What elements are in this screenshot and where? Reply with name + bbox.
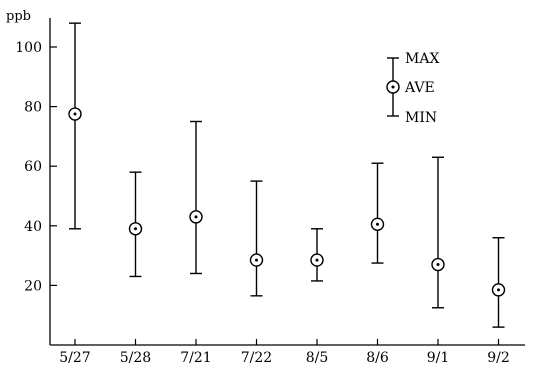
y-tick-label: 40 bbox=[24, 219, 42, 235]
y-ticks: 20 40 60 80 100 bbox=[15, 40, 57, 294]
x-tick-label: 7/21 bbox=[180, 350, 211, 366]
ave-marker-dot bbox=[194, 215, 198, 219]
legend-max-label: MAX bbox=[405, 51, 439, 67]
error-bar-group bbox=[431, 156, 445, 309]
x-tick-label: 8/6 bbox=[366, 350, 389, 366]
y-tick-label: 20 bbox=[24, 278, 42, 294]
x-tick-label: 9/1 bbox=[427, 350, 450, 366]
x-tick-label: 5/27 bbox=[59, 350, 90, 366]
ave-marker-dot bbox=[73, 112, 77, 116]
ave-marker-dot bbox=[255, 258, 258, 262]
error-bars bbox=[68, 22, 506, 328]
x-tick-label: 7/22 bbox=[241, 350, 272, 366]
y-tick-label: 80 bbox=[24, 100, 42, 116]
y-tick-label: 60 bbox=[24, 159, 42, 175]
legend-ave-marker-dot bbox=[391, 85, 395, 89]
y-axis-unit-label: ppb bbox=[6, 9, 31, 24]
error-bar-group bbox=[310, 228, 324, 282]
y-tick-label: 100 bbox=[15, 40, 42, 56]
ave-marker-dot bbox=[376, 222, 379, 226]
ave-marker-dot bbox=[497, 288, 500, 292]
error-bar-group bbox=[128, 171, 143, 278]
x-tick-label: 9/2 bbox=[487, 350, 510, 366]
legend-ave-label: AVE bbox=[404, 80, 435, 96]
ave-marker-dot bbox=[315, 258, 319, 262]
legend-min-label: MIN bbox=[405, 110, 437, 126]
error-bar-group bbox=[370, 162, 385, 264]
axes: ppb bbox=[6, 9, 525, 346]
x-ticks: 5/27 5/28 7/21 7/22 8/5 8/6 9/1 9/2 bbox=[59, 339, 510, 366]
legend: MAX AVE MIN bbox=[386, 51, 439, 126]
ave-marker-dot bbox=[436, 263, 440, 267]
error-bar-group bbox=[68, 22, 82, 230]
x-tick-label: 5/28 bbox=[120, 350, 151, 366]
error-bar-group bbox=[189, 120, 203, 275]
error-bar-group bbox=[249, 180, 264, 297]
x-tick-label: 8/5 bbox=[306, 350, 329, 366]
error-bar-group bbox=[491, 237, 506, 328]
ave-marker-dot bbox=[134, 227, 137, 231]
